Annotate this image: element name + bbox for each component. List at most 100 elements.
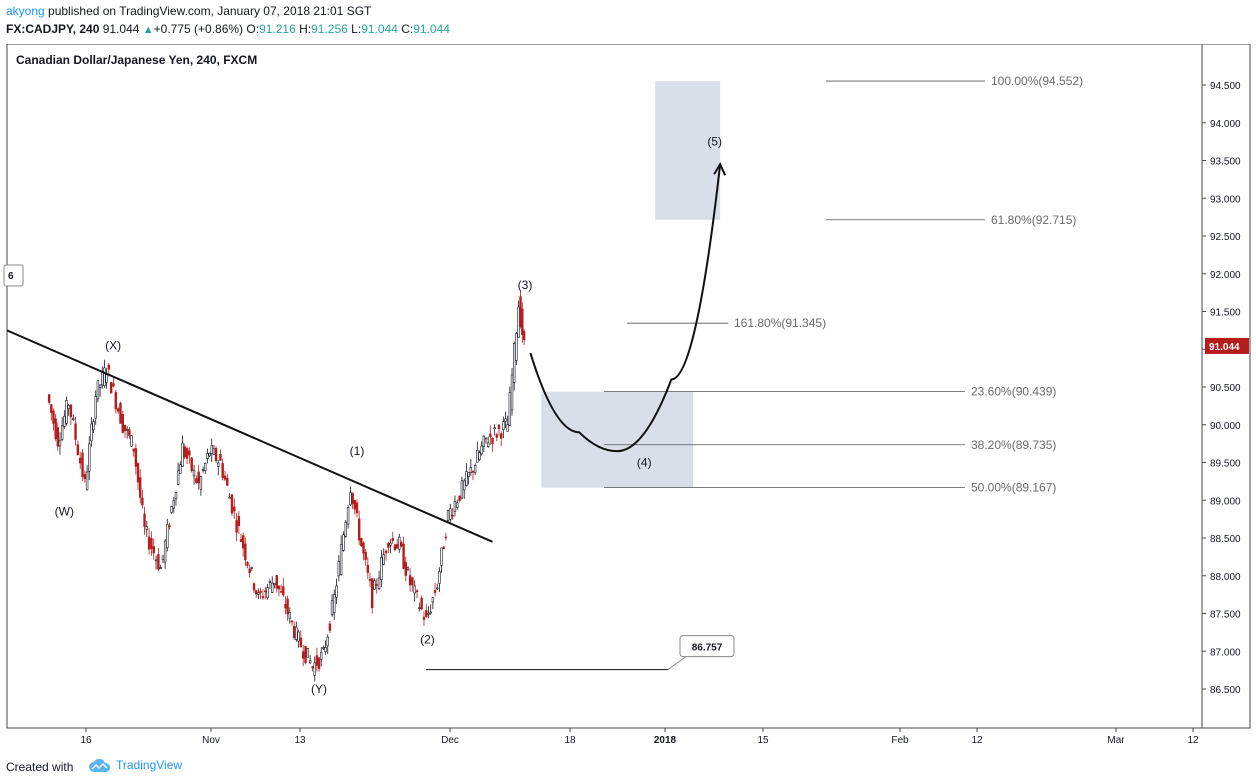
candle-body (130, 435, 133, 447)
candle-body (72, 418, 75, 420)
candle-body (418, 607, 421, 610)
trendline (6, 329, 493, 543)
candle-body (364, 551, 367, 560)
candle-body (317, 657, 321, 670)
candle-body (404, 561, 407, 576)
chart-header: akyong published on TradingView.com, Jan… (0, 0, 1256, 44)
candle-body (248, 568, 251, 574)
candle-body (389, 542, 392, 546)
candle-body (98, 384, 102, 388)
y-tick-label: 93.500 (1210, 157, 1241, 168)
candle-body (480, 445, 483, 455)
candle-body (94, 396, 97, 419)
candle-body (382, 554, 385, 565)
candle-body (328, 623, 332, 631)
price-candles (47, 290, 526, 682)
candle-body (199, 476, 203, 490)
candle-body (282, 586, 285, 596)
x-tick-label: 12 (1187, 735, 1199, 746)
candle-body (473, 465, 477, 473)
y-tick-label: 89.000 (1210, 496, 1241, 507)
candle-body (170, 506, 173, 513)
candle-body (233, 506, 236, 512)
x-tick-label: Dec (441, 735, 459, 746)
publish-info: published on TradingView.com, January 07… (44, 4, 372, 18)
candle-body (188, 450, 191, 456)
candle-body (408, 575, 412, 586)
footer: Created with TradingView (0, 754, 1256, 784)
candle-body (214, 448, 218, 462)
y-tick-label: 94.500 (1210, 81, 1241, 92)
time-axis[interactable]: 16 Nov 13 Dec 18 2018 15 Feb 12 Mar 12 (80, 728, 1199, 746)
x-tick-label: Nov (202, 735, 220, 746)
candle-body (333, 594, 336, 613)
projection-layer (529, 162, 727, 453)
candle-body (277, 585, 281, 590)
candle-body (157, 554, 160, 570)
low-value: 91.044 (361, 22, 398, 36)
candle-body (237, 516, 241, 527)
candle-body (406, 567, 410, 570)
candle-body (201, 469, 205, 471)
candle-body (83, 474, 87, 480)
open-value: 91.216 (259, 22, 296, 36)
candle-body (290, 620, 294, 623)
publish-line: akyong published on TradingView.com, Jan… (6, 4, 371, 18)
candle-body (522, 331, 526, 341)
price-chart[interactable]: Canadian Dollar/Japanese Yen, 240, FXCM … (0, 44, 1256, 754)
candle-body (349, 492, 352, 505)
candle-body (353, 500, 357, 510)
candle-body (273, 583, 276, 585)
candle-body (292, 626, 296, 639)
candle-body (279, 591, 283, 593)
candle-body (235, 520, 238, 533)
candle-body (159, 567, 162, 569)
candle-body (261, 596, 265, 599)
y-tick-label: 86.500 (1210, 685, 1241, 696)
candle-body (502, 421, 505, 430)
y-tick-label: 90.500 (1210, 383, 1241, 394)
x-tick-label: 13 (294, 735, 306, 746)
candle-body (324, 647, 327, 653)
candle-body (195, 478, 198, 483)
candle-body (286, 598, 289, 614)
candle-body (391, 538, 394, 542)
last-price-tag (1205, 337, 1249, 354)
candle-body (226, 477, 229, 486)
candle-body (172, 500, 176, 509)
candle-body (88, 443, 91, 472)
price-axis[interactable]: 86.500 87.000 87.500 88.000 88.500 89.000 89.5… (1201, 44, 1251, 729)
candle-body (271, 582, 274, 593)
candle-body (393, 544, 397, 550)
candle-body (145, 526, 148, 530)
candle-body (50, 404, 53, 413)
candle-body (456, 502, 459, 508)
candle-body (400, 542, 403, 547)
tradingview-brand-label[interactable]: TradingView (116, 758, 183, 772)
candle-body (431, 597, 435, 603)
wave-label: (W) (55, 504, 74, 518)
candle-body (295, 626, 298, 640)
y-tick-label: 89.500 (1210, 459, 1241, 470)
candle-body (58, 440, 62, 447)
candle-body (458, 495, 461, 501)
fib-label: 161.80%(91.345) (734, 316, 826, 330)
candle-body (136, 463, 140, 483)
candle-body (264, 590, 267, 593)
author-link[interactable]: akyong (6, 4, 45, 18)
candle-body (517, 306, 520, 338)
candle-body (444, 536, 448, 539)
y-tick-label: 88.000 (1210, 572, 1241, 583)
candle-body (134, 448, 138, 467)
candle-body (476, 450, 479, 463)
candle-body (179, 464, 182, 474)
candle-body (497, 424, 501, 430)
candle-body (192, 469, 196, 477)
tradingview-brand[interactable]: TradingView (88, 758, 182, 773)
candle-body (453, 501, 457, 512)
candle-body (76, 444, 80, 456)
candle-body (304, 645, 307, 663)
candle-body (463, 480, 466, 491)
x-tick-label: 18 (564, 735, 576, 746)
candle-body (181, 442, 184, 467)
